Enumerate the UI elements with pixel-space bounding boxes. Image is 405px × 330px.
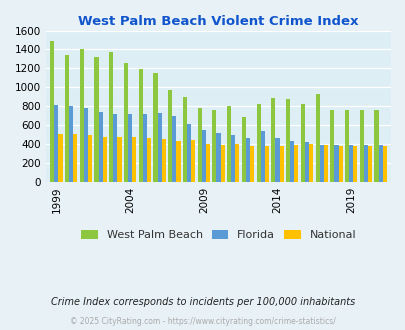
Bar: [290, 141, 294, 182]
Bar: [323, 145, 327, 182]
Bar: [201, 130, 205, 182]
Bar: [300, 104, 304, 182]
Bar: [231, 135, 235, 182]
Bar: [205, 144, 209, 182]
Bar: [245, 138, 249, 182]
Bar: [139, 69, 143, 182]
Bar: [348, 145, 352, 182]
Bar: [373, 110, 378, 182]
Bar: [94, 57, 98, 182]
Bar: [271, 98, 275, 182]
Bar: [329, 110, 334, 182]
Bar: [147, 138, 151, 182]
Bar: [260, 131, 264, 182]
Bar: [304, 143, 308, 182]
Bar: [286, 99, 290, 182]
Bar: [363, 145, 367, 182]
Bar: [187, 124, 191, 182]
Bar: [168, 89, 172, 182]
Bar: [235, 144, 239, 182]
Bar: [382, 146, 386, 182]
Bar: [79, 50, 84, 182]
Bar: [172, 116, 176, 182]
Bar: [143, 114, 147, 182]
Bar: [279, 146, 283, 182]
Bar: [256, 104, 260, 182]
Bar: [124, 63, 128, 182]
Bar: [315, 94, 319, 182]
Bar: [319, 145, 323, 182]
Bar: [378, 145, 382, 182]
Bar: [182, 97, 187, 182]
Legend: West Palm Beach, Florida, National: West Palm Beach, Florida, National: [81, 229, 355, 240]
Bar: [344, 110, 348, 182]
Bar: [88, 135, 92, 182]
Bar: [132, 137, 136, 182]
Bar: [264, 146, 268, 182]
Bar: [249, 146, 254, 182]
Bar: [69, 106, 73, 182]
Bar: [216, 133, 220, 182]
Bar: [308, 144, 312, 182]
Bar: [191, 140, 195, 182]
Bar: [54, 105, 58, 182]
Bar: [128, 114, 132, 182]
Bar: [275, 138, 279, 182]
Bar: [212, 110, 216, 182]
Bar: [176, 141, 180, 182]
Bar: [220, 145, 224, 182]
Bar: [226, 106, 231, 182]
Bar: [58, 134, 62, 182]
Text: Crime Index corresponds to incidents per 100,000 inhabitants: Crime Index corresponds to incidents per…: [51, 297, 354, 307]
Bar: [117, 137, 121, 182]
Bar: [84, 108, 88, 182]
Bar: [161, 139, 165, 182]
Bar: [294, 145, 298, 182]
Bar: [73, 134, 77, 182]
Bar: [197, 108, 201, 182]
Title: West Palm Beach Violent Crime Index: West Palm Beach Violent Crime Index: [78, 15, 358, 28]
Bar: [50, 41, 54, 182]
Bar: [98, 112, 102, 182]
Bar: [102, 137, 107, 182]
Bar: [352, 146, 356, 182]
Bar: [157, 113, 161, 182]
Bar: [334, 145, 338, 182]
Bar: [367, 146, 371, 182]
Bar: [241, 117, 245, 182]
Bar: [338, 146, 342, 182]
Text: © 2025 CityRating.com - https://www.cityrating.com/crime-statistics/: © 2025 CityRating.com - https://www.city…: [70, 317, 335, 326]
Bar: [153, 73, 157, 182]
Bar: [65, 55, 69, 182]
Bar: [113, 114, 117, 182]
Bar: [359, 110, 363, 182]
Bar: [109, 52, 113, 182]
